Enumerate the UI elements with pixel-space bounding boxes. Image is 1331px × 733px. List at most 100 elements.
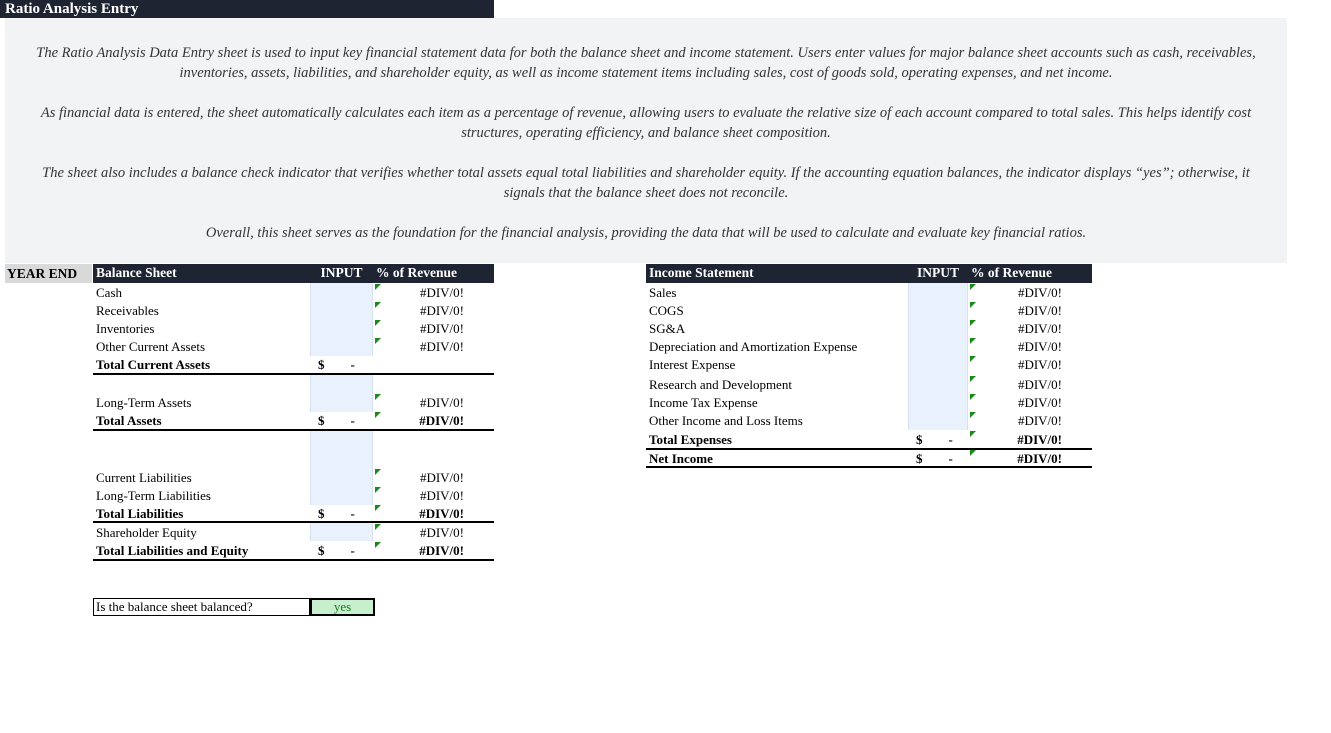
header-input: INPUT: [916, 265, 959, 280]
comment-indicator-icon: [375, 320, 381, 326]
balance-check-value: yes: [310, 598, 375, 616]
comment-indicator-icon: [375, 542, 381, 548]
description-box: The Ratio Analysis Data Entry sheet is u…: [5, 18, 1287, 263]
row-label: Shareholder Equity: [96, 525, 197, 540]
pct-of-revenue: #DIV/0!: [1017, 303, 1062, 318]
row-label: Inventories: [96, 321, 155, 336]
total-underline: [93, 559, 494, 561]
input-cell[interactable]: [908, 320, 968, 338]
total-underline: [93, 521, 494, 523]
sheet-title: Ratio Analysis Entry: [0, 0, 494, 18]
row-label: Current Liabilities: [96, 470, 192, 485]
pct-of-revenue: #DIV/0!: [419, 339, 464, 354]
pct-of-revenue: #DIV/0!: [419, 543, 464, 558]
description-paragraph: The sheet also includes a balance check …: [42, 165, 1250, 201]
row-label: Long-Term Assets: [96, 395, 192, 410]
row-label: Interest Expense: [649, 357, 736, 372]
pct-of-revenue: #DIV/0!: [1017, 451, 1062, 466]
row-label: Net Income: [649, 451, 713, 466]
row-label: Total Assets: [96, 413, 162, 428]
total-underline: [93, 429, 494, 431]
comment-indicator-icon: [970, 394, 976, 400]
header-label: Balance Sheet: [96, 265, 177, 280]
row-label: Research and Development: [649, 377, 792, 392]
pct-of-revenue: #DIV/0!: [1017, 357, 1062, 372]
input-cell[interactable]: [908, 412, 968, 430]
row-label: Other Current Assets: [96, 339, 206, 354]
input-cell[interactable]: [908, 284, 968, 302]
balance-check-label: Is the balance sheet balanced?: [93, 598, 310, 616]
input-cell[interactable]: [310, 302, 373, 320]
row-label: Receivables: [96, 303, 159, 318]
comment-indicator-icon: [375, 505, 381, 511]
input-total: $ -: [310, 505, 373, 523]
pct-of-revenue: #DIV/0!: [419, 413, 464, 428]
comment-indicator-icon: [375, 487, 381, 493]
input-cell[interactable]: [908, 376, 968, 394]
row-label: Other Income and Loss Items: [649, 413, 803, 428]
row-label: Total Current Assets: [96, 357, 211, 372]
row-label: Depreciation and Amortization Expense: [649, 339, 858, 354]
input-total: $ -: [908, 450, 968, 468]
row-label: Total Liabilities: [96, 506, 184, 521]
comment-indicator-icon: [375, 338, 381, 344]
description-paragraph: As financial data is entered, the sheet …: [40, 105, 1252, 141]
pct-of-revenue: #DIV/0!: [419, 488, 464, 503]
comment-indicator-icon: [970, 356, 976, 362]
comment-indicator-icon: [970, 450, 976, 456]
pct-of-revenue: #DIV/0!: [1017, 395, 1062, 410]
input-total: $ -: [310, 542, 373, 560]
input-cell[interactable]: [908, 302, 968, 320]
input-cell[interactable]: [310, 524, 373, 542]
pct-of-revenue: #DIV/0!: [1017, 339, 1062, 354]
comment-indicator-icon: [970, 412, 976, 418]
input-cell[interactable]: [908, 356, 968, 374]
comment-indicator-icon: [970, 302, 976, 308]
comment-indicator-icon: [375, 469, 381, 475]
row-label: Long-Term Liabilities: [96, 488, 211, 503]
pct-of-revenue: #DIV/0!: [419, 303, 464, 318]
comment-indicator-icon: [375, 284, 381, 290]
input-cell[interactable]: [908, 394, 968, 412]
input-cell[interactable]: [310, 487, 373, 505]
pct-of-revenue: #DIV/0!: [419, 470, 464, 485]
input-cell[interactable]: [310, 338, 373, 356]
input-cell[interactable]: [310, 284, 373, 302]
row-label: Sales: [649, 285, 677, 300]
comment-indicator-icon: [375, 394, 381, 400]
pct-of-revenue: #DIV/0!: [419, 395, 464, 410]
comment-indicator-icon: [375, 524, 381, 530]
comment-indicator-icon: [970, 284, 976, 290]
comment-indicator-icon: [375, 302, 381, 308]
input-area[interactable]: [908, 283, 968, 430]
total-underline: [646, 448, 1092, 450]
comment-indicator-icon: [375, 412, 381, 418]
input-total: $ -: [310, 356, 373, 374]
table-header: [93, 264, 494, 283]
year-end-label[interactable]: YEAR END: [5, 264, 92, 283]
input-total: $ -: [310, 412, 373, 430]
comment-indicator-icon: [970, 338, 976, 344]
pct-of-revenue: #DIV/0!: [419, 525, 464, 540]
row-label: Total Expenses: [649, 432, 732, 447]
input-cell[interactable]: [310, 320, 373, 338]
row-label: Income Tax Expense: [649, 395, 758, 410]
description-paragraph: Overall, this sheet serves as the founda…: [205, 225, 1087, 241]
header-label: Income Statement: [649, 265, 754, 280]
input-cell[interactable]: [310, 394, 373, 412]
pct-of-revenue: #DIV/0!: [1017, 377, 1062, 392]
comment-indicator-icon: [970, 376, 976, 382]
row-label: Cash: [96, 285, 122, 300]
total-underline: [93, 373, 494, 375]
pct-of-revenue: #DIV/0!: [419, 285, 464, 300]
pct-of-revenue: #DIV/0!: [1017, 413, 1062, 428]
input-total: $ -: [908, 431, 968, 449]
pct-of-revenue: #DIV/0!: [419, 321, 464, 336]
row-label: SG&A: [649, 321, 686, 336]
description-paragraph: The Ratio Analysis Data Entry sheet is u…: [36, 45, 1256, 81]
table-header: [646, 264, 1092, 283]
header-pct-of-revenue: % of Revenue: [376, 265, 457, 280]
header-input: INPUT: [320, 265, 363, 280]
input-cell[interactable]: [908, 338, 968, 356]
input-cell[interactable]: [310, 469, 373, 487]
